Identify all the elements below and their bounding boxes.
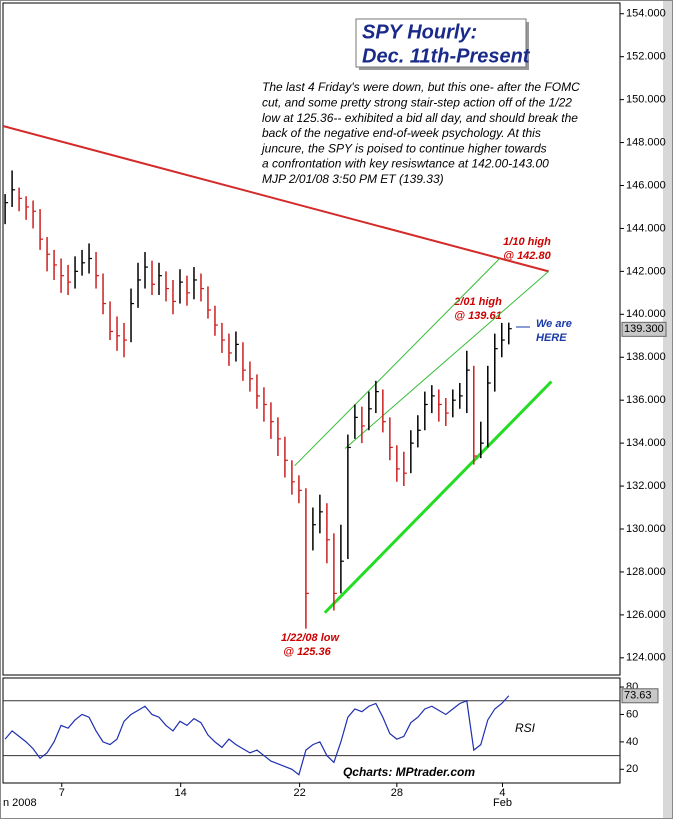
trendline xyxy=(323,380,553,614)
annotation: @ 139.61 xyxy=(454,310,501,322)
month-label: n 2008 xyxy=(3,797,37,809)
y-tick-label: 128.000 xyxy=(626,566,666,578)
last-price-box xyxy=(621,321,667,337)
annotation: We are xyxy=(536,318,572,330)
y-tick-label: 146.000 xyxy=(626,179,666,191)
y-tick-label: 148.000 xyxy=(626,136,666,148)
trendline xyxy=(344,270,549,449)
x-tick-label: 14 xyxy=(175,787,187,799)
y-tick-label: 40 xyxy=(626,736,638,748)
annotation: @ 142.80 xyxy=(503,250,551,262)
commentary: The last 4 Friday's were down, but this … xyxy=(262,80,580,94)
chart-title: Dec. 11th-Present xyxy=(362,45,531,67)
edge-shade xyxy=(663,1,672,818)
y-tick-label: 138.000 xyxy=(626,351,666,363)
y-tick-label: 130.000 xyxy=(626,523,666,535)
x-tick-label: 22 xyxy=(293,787,305,799)
last-price-label: 139.300 xyxy=(624,323,664,335)
commentary: juncure, the SPY is poised to continue h… xyxy=(260,141,547,155)
rsi-last-label: 73.63 xyxy=(624,690,652,702)
rsi-panel xyxy=(2,677,621,784)
commentary: back of the negative end-of-week psychol… xyxy=(262,126,541,140)
y-tick-label: 60 xyxy=(626,708,638,720)
y-tick-label: 124.000 xyxy=(626,652,666,664)
annotation: @ 125.36 xyxy=(283,646,331,658)
y-tick-label: 132.000 xyxy=(626,480,666,492)
trendline xyxy=(294,258,501,467)
y-tick-label: 152.000 xyxy=(626,51,666,63)
x-tick-label: 4 xyxy=(499,787,505,799)
commentary: low at 125.36-- exhibited a bid all day,… xyxy=(262,111,578,125)
y-tick-label: 150.000 xyxy=(626,94,666,106)
annotation: 1/22/08 low xyxy=(281,632,341,644)
y-tick-label: 154.000 xyxy=(626,8,666,20)
annotation: 1/10 high xyxy=(503,236,551,248)
x-tick-label: 7 xyxy=(59,787,65,799)
y-tick-label: 126.000 xyxy=(626,609,666,621)
commentary: cut, and some pretty strong stair-step a… xyxy=(262,95,572,109)
commentary: a confrontation with key resiswtance at … xyxy=(262,157,549,171)
y-tick-label: 140.000 xyxy=(626,308,666,320)
x-tick-label: 28 xyxy=(391,787,403,799)
title-box xyxy=(355,18,527,68)
y-tick-label: 136.000 xyxy=(626,394,666,406)
y-tick-label: 142.000 xyxy=(626,265,666,277)
annotation: HERE xyxy=(536,332,567,344)
annotation: 2/01 high xyxy=(453,296,502,308)
trendline xyxy=(2,125,549,273)
y-tick-label: 134.000 xyxy=(626,437,666,449)
source: Qcharts: MPtrader.com xyxy=(343,765,475,779)
rsi-label: RSI xyxy=(515,721,536,735)
chart-title: SPY Hourly: xyxy=(362,21,477,43)
y-tick-label: 144.000 xyxy=(626,222,666,234)
price-panel xyxy=(2,2,621,676)
y-tick-label: 20 xyxy=(626,763,638,775)
commentary: MJP 2/01/08 3:50 PM ET (139.33) xyxy=(262,172,444,186)
rsi-line xyxy=(4,695,510,776)
rsi-last-box xyxy=(621,688,659,704)
month-label: Feb xyxy=(493,797,512,809)
